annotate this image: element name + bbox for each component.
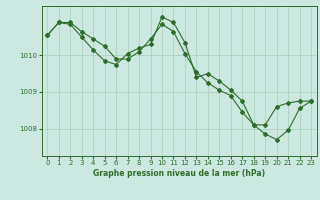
X-axis label: Graphe pression niveau de la mer (hPa): Graphe pression niveau de la mer (hPa) xyxy=(93,169,265,178)
